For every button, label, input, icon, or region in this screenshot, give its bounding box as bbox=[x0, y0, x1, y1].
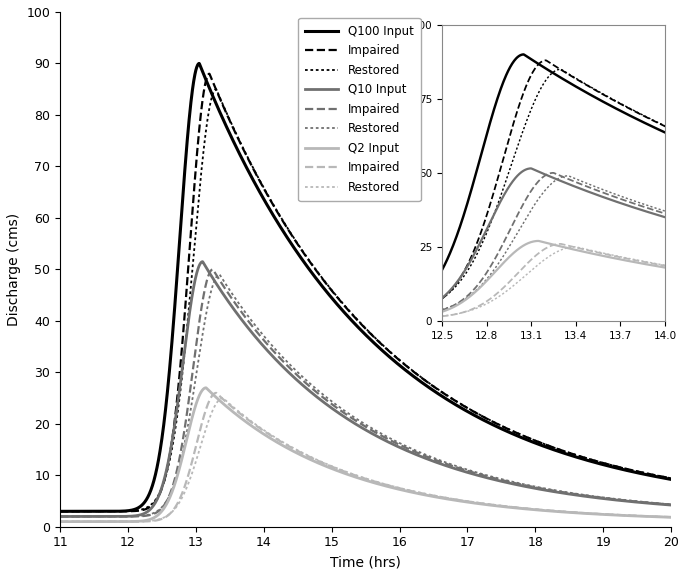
Y-axis label: Discharge (cms): Discharge (cms) bbox=[7, 213, 21, 326]
Legend: Q100 Input, Impaired, Restored, Q10 Input, Impaired, Restored, Q2 Input, Impaire: Q100 Input, Impaired, Restored, Q10 Inpu… bbox=[298, 18, 421, 201]
X-axis label: Time (hrs): Time (hrs) bbox=[330, 555, 401, 569]
